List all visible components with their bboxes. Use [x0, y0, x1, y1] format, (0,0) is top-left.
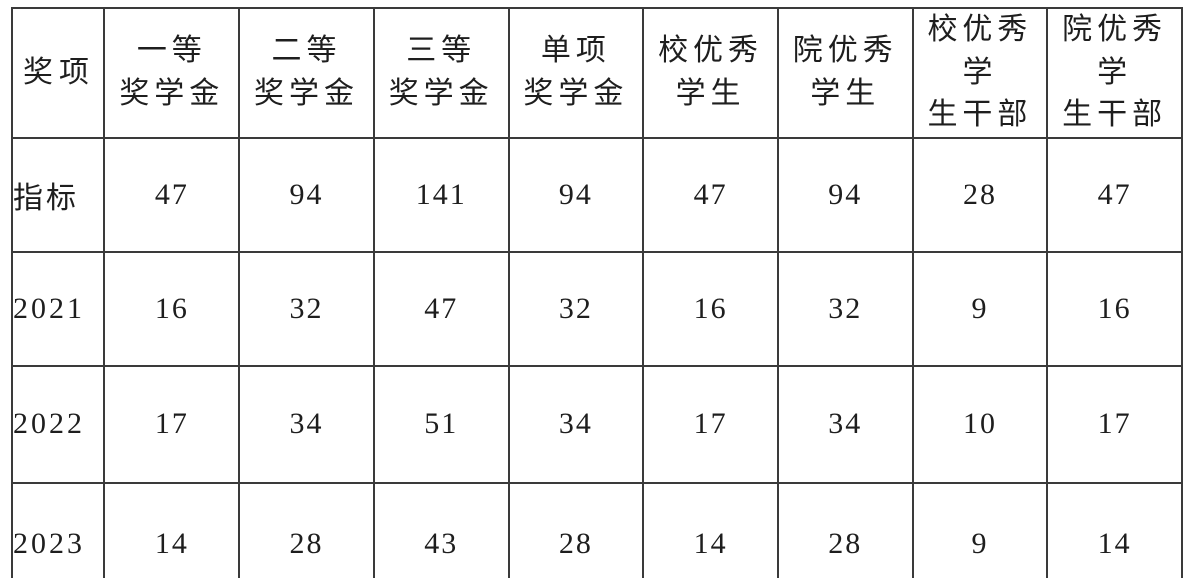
table-cell: 16	[103, 250, 241, 367]
header-third-class-scholarship: 三等 奖学金	[372, 7, 510, 139]
table-cell: 47	[103, 136, 241, 253]
table-cell: 43	[372, 481, 510, 578]
table-cell: 10	[911, 364, 1049, 484]
table-cell: 16	[642, 250, 779, 367]
table-cell: 47	[372, 250, 510, 367]
table-cell: 17	[103, 364, 241, 484]
header-college-outstanding-student: 院优秀 学生	[776, 7, 914, 139]
header-single-item-scholarship: 单项 奖学金	[507, 7, 645, 139]
header-college-outstanding-cadre: 院优秀学 生干部	[1046, 7, 1183, 139]
table-cell: 9	[911, 481, 1049, 578]
table-cell: 94	[776, 136, 914, 253]
table-row-2022: 2022 17 34 51 34 17 34 10 17	[10, 364, 1183, 484]
row-label: 指标	[10, 136, 106, 253]
table-cell: 9	[911, 250, 1049, 367]
table-cell: 51	[372, 364, 510, 484]
table-cell: 34	[507, 364, 645, 484]
table-cell: 34	[238, 364, 375, 484]
table-header-row: 奖项 一等 奖学金 二等 奖学金 三等 奖学金 单项 奖学金 校优秀 学生 院优…	[10, 7, 1183, 139]
row-label: 2021	[10, 250, 106, 367]
table-cell: 47	[642, 136, 779, 253]
row-label: 2023	[10, 481, 106, 578]
row-label: 2022	[10, 364, 106, 484]
header-school-outstanding-cadre: 校优秀学 生干部	[911, 7, 1049, 139]
table-cell: 94	[238, 136, 375, 253]
table-cell: 34	[776, 364, 914, 484]
table-cell: 28	[776, 481, 914, 578]
header-second-class-scholarship: 二等 奖学金	[238, 7, 375, 139]
table-cell: 32	[238, 250, 375, 367]
table-cell: 28	[911, 136, 1049, 253]
table-row-2023: 2023 14 28 43 28 14 28 9 14	[10, 481, 1183, 578]
table-row-indicator: 指标 47 94 141 94 47 94 28 47	[10, 136, 1183, 253]
table-cell: 14	[642, 481, 779, 578]
table-cell: 94	[507, 136, 645, 253]
table-cell: 141	[372, 136, 510, 253]
table-cell: 17	[1046, 364, 1183, 484]
table-cell: 47	[1046, 136, 1183, 253]
table-cell: 32	[507, 250, 645, 367]
table-cell: 16	[1046, 250, 1183, 367]
table-row-2021: 2021 16 32 47 32 16 32 9 16	[10, 250, 1183, 367]
table-cell: 28	[238, 481, 375, 578]
header-school-outstanding-student: 校优秀 学生	[642, 7, 779, 139]
table-cell: 32	[776, 250, 914, 367]
table-cell: 14	[103, 481, 241, 578]
table-cell: 28	[507, 481, 645, 578]
table-cell: 17	[642, 364, 779, 484]
header-first-class-scholarship: 一等 奖学金	[103, 7, 241, 139]
table-cell: 14	[1046, 481, 1183, 578]
header-award-category: 奖项	[10, 7, 106, 139]
scholarship-quota-table: 奖项 一等 奖学金 二等 奖学金 三等 奖学金 单项 奖学金 校优秀 学生 院优…	[10, 7, 1183, 578]
